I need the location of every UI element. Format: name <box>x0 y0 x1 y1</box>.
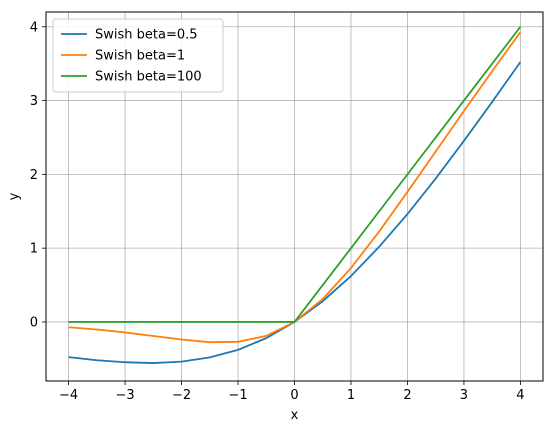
y-tick-label: 2 <box>30 168 38 183</box>
x-tick-label: −2 <box>172 388 191 403</box>
y-tick-label: 0 <box>30 315 38 330</box>
legend-entry-label: Swish beta=1 <box>95 49 185 64</box>
series-line <box>68 26 522 323</box>
legend-entry-label: Swish beta=0.5 <box>95 28 198 43</box>
y-tick-label: 3 <box>30 94 38 109</box>
x-axis-ticks: −4 −3 −2 −1 0 1 2 3 4 <box>59 381 525 403</box>
x-axis-label: x <box>291 408 299 423</box>
series-lines <box>68 26 522 364</box>
legend: Swish beta=0.5 Swish beta=1 Swish beta=100 <box>52 18 224 93</box>
x-tick-label: 0 <box>290 388 298 403</box>
x-tick-label: −1 <box>228 388 247 403</box>
legend-entry-label: Swish beta=100 <box>95 70 202 85</box>
x-tick-label: 1 <box>347 388 355 403</box>
x-tick-label: 2 <box>403 388 411 403</box>
y-tick-label: 1 <box>30 242 38 257</box>
y-axis-ticks: 0 1 2 3 4 <box>30 20 46 330</box>
y-axis-label: y <box>7 192 22 200</box>
legend-box <box>52 18 224 93</box>
x-tick-label: 3 <box>460 388 468 403</box>
x-tick-label: −4 <box>59 388 78 403</box>
y-tick-label: 4 <box>30 20 38 35</box>
x-tick-label: −3 <box>115 388 134 403</box>
x-tick-label: 4 <box>516 388 524 403</box>
grid-lines <box>46 12 543 381</box>
